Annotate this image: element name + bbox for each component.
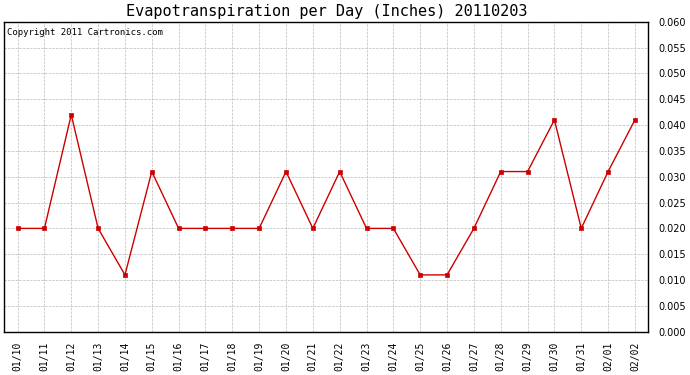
Text: Copyright 2011 Cartronics.com: Copyright 2011 Cartronics.com (8, 28, 164, 37)
Title: Evapotranspiration per Day (Inches) 20110203: Evapotranspiration per Day (Inches) 2011… (126, 4, 527, 19)
